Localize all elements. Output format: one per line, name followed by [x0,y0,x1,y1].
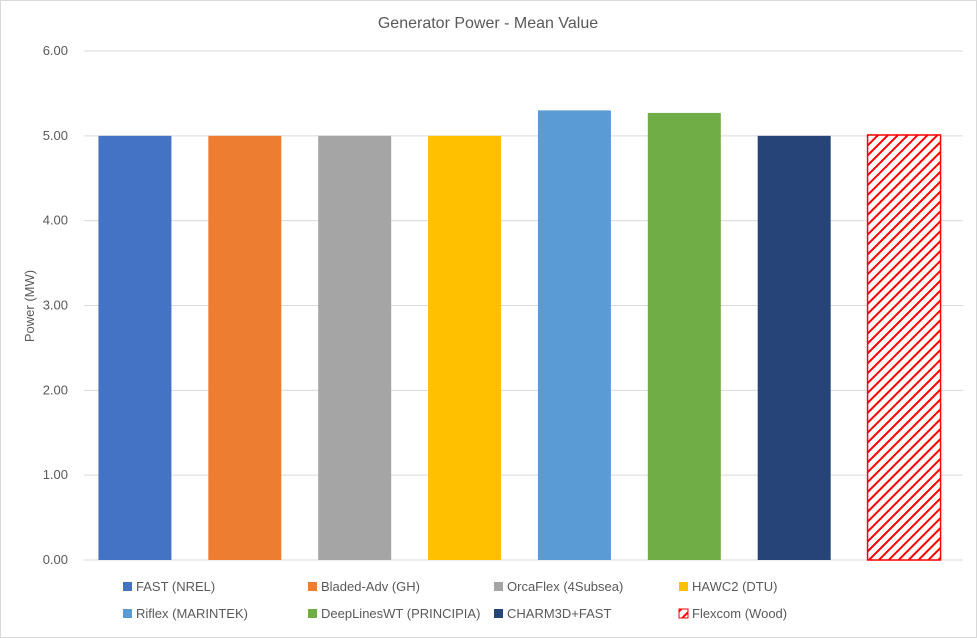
legend-label: OrcaFlex (4Subsea) [507,579,623,594]
bar-5 [537,110,611,560]
bar-7 [757,135,831,561]
bar-2 [208,135,282,561]
y-tick-label: 6.00 [43,43,68,58]
y-axis-label: Power (MW) [22,270,37,342]
legend-swatch [678,608,689,619]
y-tick-label: 5.00 [43,128,68,143]
legend-swatch [308,609,317,618]
legend-label: Riflex (MARINTEK) [136,606,248,621]
y-tick-label: 2.00 [43,382,68,397]
legend-label: FAST (NREL) [136,579,215,594]
legend-label: DeepLinesWT (PRINCIPIA) [321,606,480,621]
legend: FAST (NREL) Bladed-Adv (GH) OrcaFlex (4Sub… [123,579,787,621]
bar-3 [318,135,392,561]
legend-label: HAWC2 (DTU) [692,579,777,594]
legend-label: Bladed-Adv (GH) [321,579,420,594]
bar-6 [647,112,721,560]
y-tick-label: 4.00 [43,213,68,228]
legend-swatch [123,582,132,591]
legend-swatch [494,582,503,591]
bar-8 [866,134,942,561]
bar-4 [428,135,502,561]
legend-swatch [308,582,317,591]
y-tick-label: 3.00 [43,298,68,313]
bars [98,110,942,561]
bar-1 [98,135,172,561]
legend-label: Flexcom (Wood) [692,606,787,621]
y-tick-label: 0.00 [43,552,68,567]
y-axis-ticks: 0.00 1.00 2.00 3.00 4.00 5.00 6.00 [43,43,68,567]
legend-label: CHARM3D+FAST [507,606,611,621]
legend-swatch [494,609,503,618]
chart-title: Generator Power - Mean Value [378,15,598,32]
legend-swatch [679,582,688,591]
legend-swatch [123,609,132,618]
y-tick-label: 1.00 [43,467,68,482]
